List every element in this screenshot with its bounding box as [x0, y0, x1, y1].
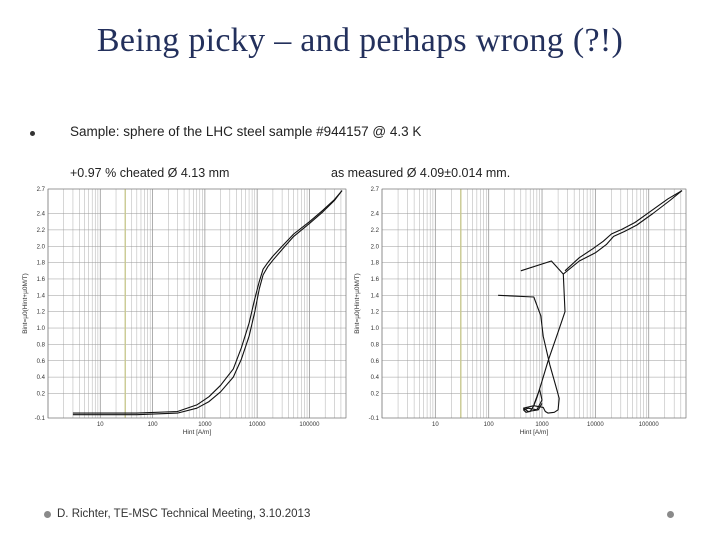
right-xaxis-label: Hint [A/m] [520, 429, 549, 436]
left-ytick-label: 0.4 [37, 375, 46, 381]
left-xtick-label: 1000 [198, 422, 212, 428]
left-ytick-label: 1.2 [37, 310, 46, 316]
right-yaxis-label: Bint=µ0(Hint+µ0M/T) [354, 273, 361, 334]
chart-left: 10 100 1000 10000 100000 -0.1 0.2 0.4 0.6 0.8 1.0 1… [20, 183, 352, 440]
right-ytick-label: 0.4 [371, 375, 380, 381]
left-series-line-2 [73, 191, 342, 414]
footer-dot-left [44, 511, 51, 518]
left-ytick-label: 2.2 [37, 228, 46, 234]
slide-title: Being picky – and perhaps wrong (?!) [0, 22, 720, 60]
left-xtick-label: 100000 [299, 422, 320, 428]
right-ytick-label: 2.4 [371, 212, 380, 218]
right-ytick-label: 1.6 [371, 277, 380, 283]
caption-left: +0.97 % cheated Ø 4.13 mm [70, 166, 229, 180]
chart-right-svg: 10 100 1000 10000 100000 -0.1 0.2 0.4 0.6 0.8 1.0 1… [352, 183, 694, 440]
bullet-text: Sample: sphere of the LHC steel sample #… [70, 124, 421, 139]
right-ytick-label: 1.0 [371, 326, 380, 332]
right-ytick-label: 1.2 [371, 310, 380, 316]
left-xaxis-label: Hint [A/m] [183, 429, 212, 436]
right-ytick-label: 1.8 [371, 261, 380, 267]
left-ytick-label: 0.8 [37, 342, 46, 348]
left-ytick-label: 2.0 [37, 244, 46, 250]
left-ytick-label: 0.2 [37, 391, 46, 397]
right-ytick-label: 0.2 [371, 391, 380, 397]
left-ytick-label: 1.0 [37, 326, 46, 332]
left-series-line-1 [73, 191, 342, 415]
footer-text: D. Richter, TE-MSC Technical Meeting, 3.… [57, 508, 310, 520]
right-ytick-label: 2.7 [371, 187, 380, 193]
right-xtick-label: 100 [484, 422, 495, 428]
left-xtick-label: 10000 [249, 422, 266, 428]
right-ytick-label: 0.6 [371, 359, 380, 365]
footer-dot-right [667, 511, 674, 518]
right-series-line-3 [563, 191, 682, 275]
bullet-dot [30, 131, 35, 136]
chart-right: 10 100 1000 10000 100000 -0.1 0.2 0.4 0.6 0.8 1.0 1… [352, 183, 694, 440]
left-ytick-label: -0.1 [35, 416, 46, 422]
right-xtick-label: 10 [432, 422, 439, 428]
right-ytick-label: 2.2 [371, 228, 380, 234]
left-xtick-label: 100 [148, 422, 159, 428]
right-xtick-label: 10000 [587, 422, 604, 428]
right-xtick-label: 100000 [639, 422, 660, 428]
left-ytick-label: 2.7 [37, 187, 46, 193]
left-ytick-label: 0.6 [37, 359, 46, 365]
caption-right: as measured Ø 4.09±0.014 mm. [331, 166, 510, 180]
left-ytick-label: 2.4 [37, 212, 46, 218]
left-ytick-label: 1.6 [37, 277, 46, 283]
left-xtick-label: 10 [97, 422, 104, 428]
right-ytick-label: -0.1 [369, 416, 380, 422]
right-ytick-label: 0.8 [371, 342, 380, 348]
left-ytick-label: 1.4 [37, 293, 46, 299]
right-xtick-label: 1000 [535, 422, 549, 428]
left-ytick-label: 1.8 [37, 261, 46, 267]
chart-left-svg: 10 100 1000 10000 100000 -0.1 0.2 0.4 0.6 0.8 1.0 1… [20, 183, 352, 440]
right-ytick-label: 2.0 [371, 244, 380, 250]
left-yaxis-label: Bint=µ0(Hint+µ0M/T) [22, 273, 29, 334]
right-ytick-label: 1.4 [371, 293, 380, 299]
